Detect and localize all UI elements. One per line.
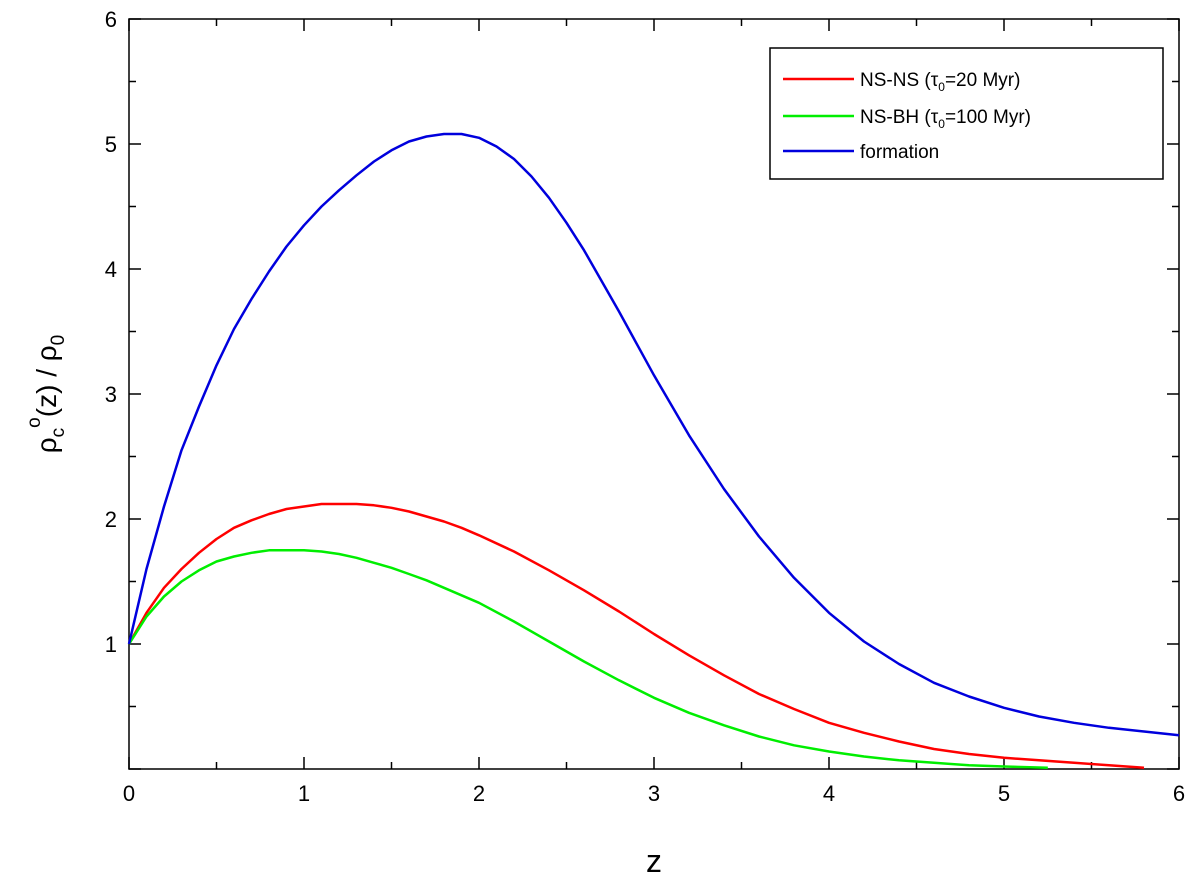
y-tick-label: 2 [105,507,117,532]
x-axis-label: z [646,843,662,879]
y-tick-label: 5 [105,132,117,157]
y-tick-label: 3 [105,382,117,407]
x-tick-label: 3 [648,781,660,806]
y-axis: 1 2 3 4 5 6 [105,7,1179,770]
legend-label-ns-ns: NS-NS (τ0=20 Myr) [860,70,1020,94]
x-tick-label: 4 [823,781,835,806]
y-tick-label: 6 [105,7,117,32]
legend-box [769,47,1164,180]
x-tick-label: 5 [998,781,1010,806]
x-tick-label: 6 [1173,781,1185,806]
y-tick-label: 1 [105,632,117,657]
y-label-tail-sub: 0 [48,335,69,346]
series-line-ns-ns [127,502,1145,770]
legend-label-ns-bh: NS-BH (τ0=100 Myr) [860,107,1031,131]
series-line-ns-bh [127,549,1048,770]
y-label-base: ρ [31,437,62,453]
legend: NS-NS (τ0=20 Myr) NS-BH (τ0=100 Myr) for… [769,47,1164,180]
y-tick-label: 4 [105,257,117,282]
series-layer [127,132,1180,770]
legend-label-formation: formation [860,142,939,163]
y-axis-label: ρco(z) / ρ0 [24,335,69,454]
x-axis: 0 1 2 3 4 5 6 [123,19,1185,806]
y-label-sub: c [48,428,69,438]
series-line-formation [127,132,1180,737]
x-tick-label: 1 [298,781,310,806]
y-label-middle: (z) / ρ [31,345,62,417]
x-tick-label: 0 [123,781,135,806]
y-label-sup: o [24,417,45,428]
x-tick-label: 2 [473,781,485,806]
